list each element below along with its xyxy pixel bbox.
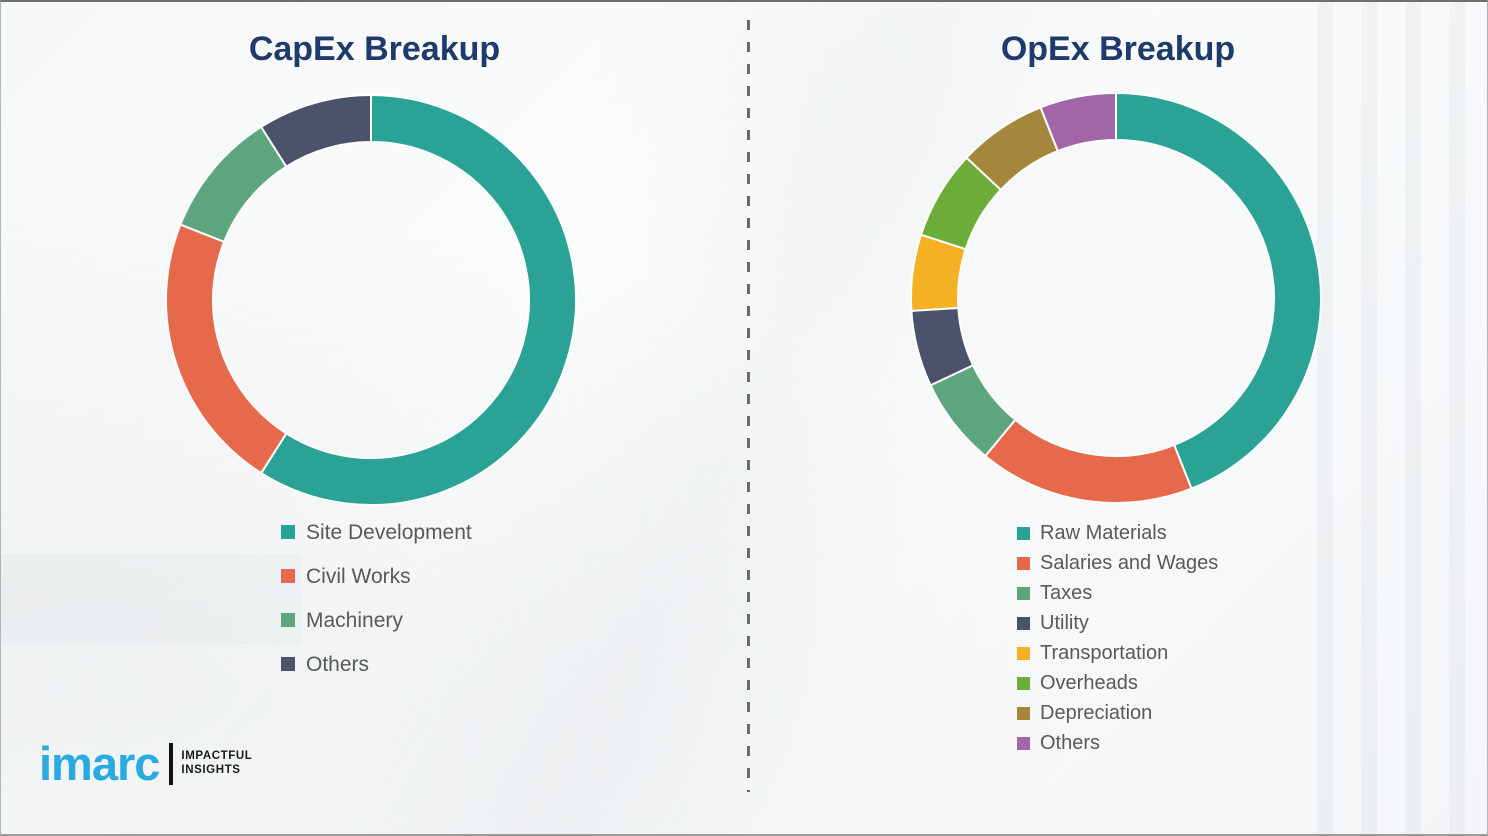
donut-segment-others [259, 93, 372, 168]
logo-tagline: IMPACTFUL INSIGHTS [181, 750, 252, 777]
logo-tagline-line1: IMPACTFUL [181, 750, 253, 762]
legend-label: Civil Works [306, 564, 411, 588]
legend-item: Others [1017, 728, 1218, 758]
legend-item: Transportation [1017, 638, 1218, 668]
imarc-wordmark: imarc [39, 737, 160, 790]
legend-label: Overheads [1040, 672, 1138, 694]
legend-swatch [281, 613, 295, 627]
legend-label: Utility [1040, 612, 1089, 634]
capex-legend: Site Development Civil Works Machinery Othe… [281, 510, 472, 686]
donut-svg [165, 93, 577, 506]
legend-swatch [281, 525, 295, 539]
legend-item: Others [281, 642, 472, 686]
opex-donut-chart [906, 88, 1326, 508]
legend-swatch [281, 569, 295, 583]
legend-swatch [281, 657, 295, 671]
opex-legend: Raw Materials Salaries and Wages Taxes Util… [1017, 518, 1218, 758]
capex-donut-chart [161, 90, 581, 510]
legend-swatch [1017, 736, 1030, 750]
donut-segment-others [1039, 91, 1117, 153]
legend-label: Salaries and Wages [1040, 552, 1219, 574]
legend-label: Taxes [1040, 582, 1093, 604]
donut-segment-machinery [179, 125, 288, 244]
legend-swatch [1017, 676, 1030, 690]
imarc-logo: imarc IMPACTFUL INSIGHTS [39, 740, 252, 787]
legend-item: Civil Works [281, 554, 472, 598]
legend-label: Site Development [306, 520, 472, 544]
donut-segment-civil-works [165, 223, 288, 475]
donut-segment-site-development [259, 93, 577, 506]
legend-swatch [1017, 616, 1030, 630]
donut-svg [910, 91, 1322, 504]
donut-segment-salaries-and-wages [983, 418, 1193, 504]
legend-item: Taxes [1017, 578, 1218, 608]
legend-item: Depreciation [1017, 698, 1218, 728]
logo-tagline-line2: INSIGHTS [181, 763, 241, 776]
legend-item: Raw Materials [1017, 518, 1218, 548]
opex-chart-title: OpEx Breakup [1000, 30, 1236, 68]
legend-swatch [1017, 526, 1030, 540]
legend-label: Others [306, 652, 370, 676]
legend-label: Machinery [306, 608, 403, 632]
donut-segment-raw-materials [1115, 91, 1322, 490]
capex-panel: CapEx Breakup Site Development Civil Work… [1, 2, 748, 834]
legend-item: Site Development [281, 510, 472, 554]
capex-chart-title: CapEx Breakup [248, 30, 501, 68]
panel-divider-dashed-line [747, 20, 750, 792]
opex-panel: OpEx Breakup Raw Materials Salaries and W… [748, 2, 1487, 834]
legend-label: Transportation [1040, 642, 1169, 664]
legend-label: Depreciation [1040, 702, 1153, 724]
legend-swatch [1017, 646, 1030, 660]
logo-divider-bar [169, 742, 174, 785]
legend-item: Overheads [1017, 668, 1218, 698]
legend-item: Machinery [281, 598, 472, 642]
legend-label: Others [1040, 732, 1101, 754]
legend-swatch [1017, 556, 1030, 570]
legend-item: Utility [1017, 608, 1218, 638]
legend-swatch [1017, 706, 1030, 720]
legend-label: Raw Materials [1040, 522, 1167, 544]
legend-swatch [1017, 586, 1030, 600]
legend-item: Salaries and Wages [1017, 548, 1218, 578]
